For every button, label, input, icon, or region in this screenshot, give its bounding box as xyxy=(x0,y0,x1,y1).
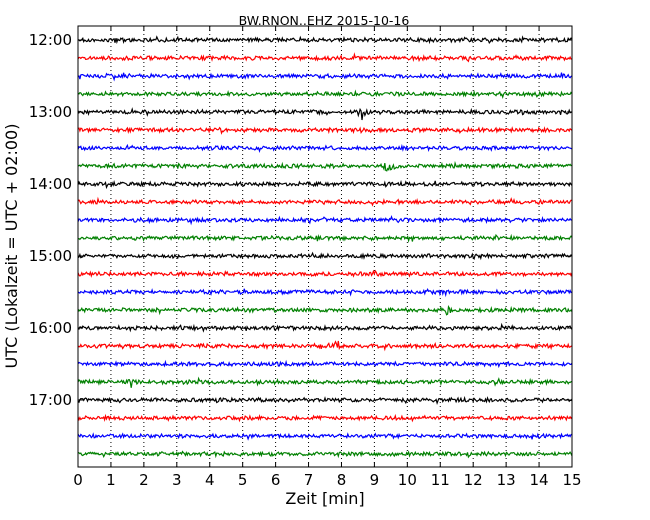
x-tick-label: 5 xyxy=(238,471,248,489)
x-tick-label: 10 xyxy=(398,471,417,489)
trace-line xyxy=(77,269,573,278)
y-tick-label: 17:00 xyxy=(29,391,72,409)
x-tick-label: 13 xyxy=(497,471,516,489)
trace-line xyxy=(77,215,573,226)
x-tick-label: 8 xyxy=(337,471,347,489)
trace-line xyxy=(77,179,573,190)
trace-line xyxy=(77,72,573,82)
trace-line xyxy=(77,233,573,243)
chart-title: BW.RNON..EHZ 2015-10-16 xyxy=(239,13,410,28)
trace-line xyxy=(77,359,573,369)
y-tick-label: 15:00 xyxy=(29,247,72,265)
trace-lines xyxy=(77,35,573,459)
trace-line xyxy=(77,143,573,153)
y-tick-label: 12:00 xyxy=(29,31,72,49)
trace-line xyxy=(77,322,573,333)
y-tick-label: 13:00 xyxy=(29,103,72,121)
x-tick-label: 12 xyxy=(464,471,483,489)
y-tick-label: 14:00 xyxy=(29,175,72,193)
trace-line xyxy=(77,395,573,406)
trace-line xyxy=(77,160,573,172)
trace-line xyxy=(77,413,573,423)
x-tick-labels: 0 1 2 3 4 5 6 7 8 9 10 11 12 13 14 15 xyxy=(73,471,581,489)
trace-line xyxy=(77,196,573,207)
trace-line xyxy=(77,376,573,388)
x-tick-label: 11 xyxy=(431,471,450,489)
y-tick-label: 16:00 xyxy=(29,319,72,337)
x-tick-label: 7 xyxy=(304,471,314,489)
trace-line xyxy=(77,251,573,261)
grid-lines xyxy=(110,26,540,467)
trace-line xyxy=(77,107,573,121)
x-tick-label: 3 xyxy=(172,471,182,489)
x-tick-label: 2 xyxy=(139,471,149,489)
trace-line xyxy=(77,287,573,298)
trace-line xyxy=(77,35,573,45)
x-axis-label: Zeit [min] xyxy=(285,489,364,508)
x-tick-label: 14 xyxy=(530,471,549,489)
trace-line xyxy=(77,125,573,135)
x-tick-label: 9 xyxy=(370,471,380,489)
trace-line xyxy=(77,52,572,63)
plot-frame xyxy=(77,25,573,468)
x-tick-label: 0 xyxy=(73,471,83,489)
trace-line xyxy=(77,89,573,99)
trace-line xyxy=(77,450,573,459)
x-tick-label: 15 xyxy=(562,471,581,489)
x-tick-label: 1 xyxy=(106,471,116,489)
trace-line xyxy=(77,432,573,441)
trace-line xyxy=(77,340,573,352)
y-axis-label: UTC (Lokalzeit = UTC + 02:00) xyxy=(2,124,21,369)
x-tick-label: 4 xyxy=(205,471,215,489)
trace-line xyxy=(77,304,573,316)
y-tick-labels: 12:00 13:00 14:00 15:00 16:00 17:00 xyxy=(29,31,72,409)
x-tick-label: 6 xyxy=(271,471,281,489)
axis-ticks xyxy=(77,26,573,467)
